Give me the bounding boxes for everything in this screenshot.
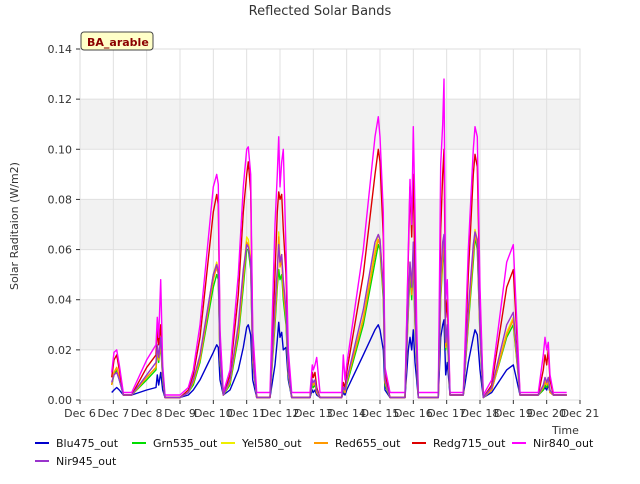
legend-label: Blu475_out (56, 437, 119, 450)
y-tick-label: 0.10 (48, 143, 73, 156)
x-tick-label: Dec 19 (494, 407, 533, 420)
x-tick-label: Dec 15 (361, 407, 400, 420)
x-tick-label: Dec 9 (164, 407, 196, 420)
badge-text: BA_arable (87, 36, 149, 49)
x-axis-label: Time (551, 424, 579, 437)
x-tick-label: Dec 18 (461, 407, 500, 420)
y-tick-label: 0.02 (48, 344, 73, 357)
x-tick-label: Dec 10 (194, 407, 233, 420)
legend-label: Grn535_out (153, 437, 218, 450)
x-tick-label: Dec 21 (561, 407, 600, 420)
chart-title: Reflected Solar Bands (249, 4, 392, 19)
x-tick-label: Dec 6 (64, 407, 96, 420)
background-band (80, 199, 580, 250)
series-line-nir945_out (111, 231, 567, 399)
y-axis-label: Solar Raditaion (W/m2) (8, 162, 21, 290)
x-tick-label: Dec 11 (227, 407, 266, 420)
x-tick-label: Dec 20 (527, 407, 566, 420)
y-tick-label: 0.04 (48, 294, 73, 307)
series-layer (111, 78, 567, 399)
y-axis-ticks: 0.00 0.02 0.04 0.06 0.08 0.10 0.12 0.14 (48, 43, 80, 407)
x-tick-label: Dec 14 (327, 407, 366, 420)
x-tick-label: Dec 16 (394, 407, 433, 420)
legend-label: Redg715_out (433, 437, 506, 450)
y-tick-label: 0.08 (48, 193, 73, 206)
series-line-nir840_out (111, 78, 567, 396)
legend-label: Nir840_out (533, 437, 594, 450)
x-tick-label: Dec 8 (131, 407, 163, 420)
y-tick-label: 0.12 (48, 93, 73, 106)
x-tick-label: Dec 13 (294, 407, 333, 420)
x-tick-label: Dec 12 (261, 407, 300, 420)
background-band (80, 99, 580, 150)
y-tick-label: 0.06 (48, 244, 73, 257)
legend-label: Red655_out (335, 437, 401, 450)
x-tick-label: Dec 7 (97, 407, 129, 420)
legend-label: Yel580_out (241, 437, 302, 450)
badge: BA_arable (80, 31, 154, 51)
plot-area (79, 48, 581, 401)
y-tick-label: 0.00 (48, 394, 73, 407)
x-tick-label: Dec 17 (427, 407, 466, 420)
badge-box (80, 31, 154, 51)
legend: Blu475_out Grn535_out Yel580_out Red655_out… (35, 437, 594, 468)
legend-label: Nir945_out (56, 455, 117, 468)
y-tick-label: 0.14 (48, 43, 73, 56)
background-bands (80, 99, 580, 350)
